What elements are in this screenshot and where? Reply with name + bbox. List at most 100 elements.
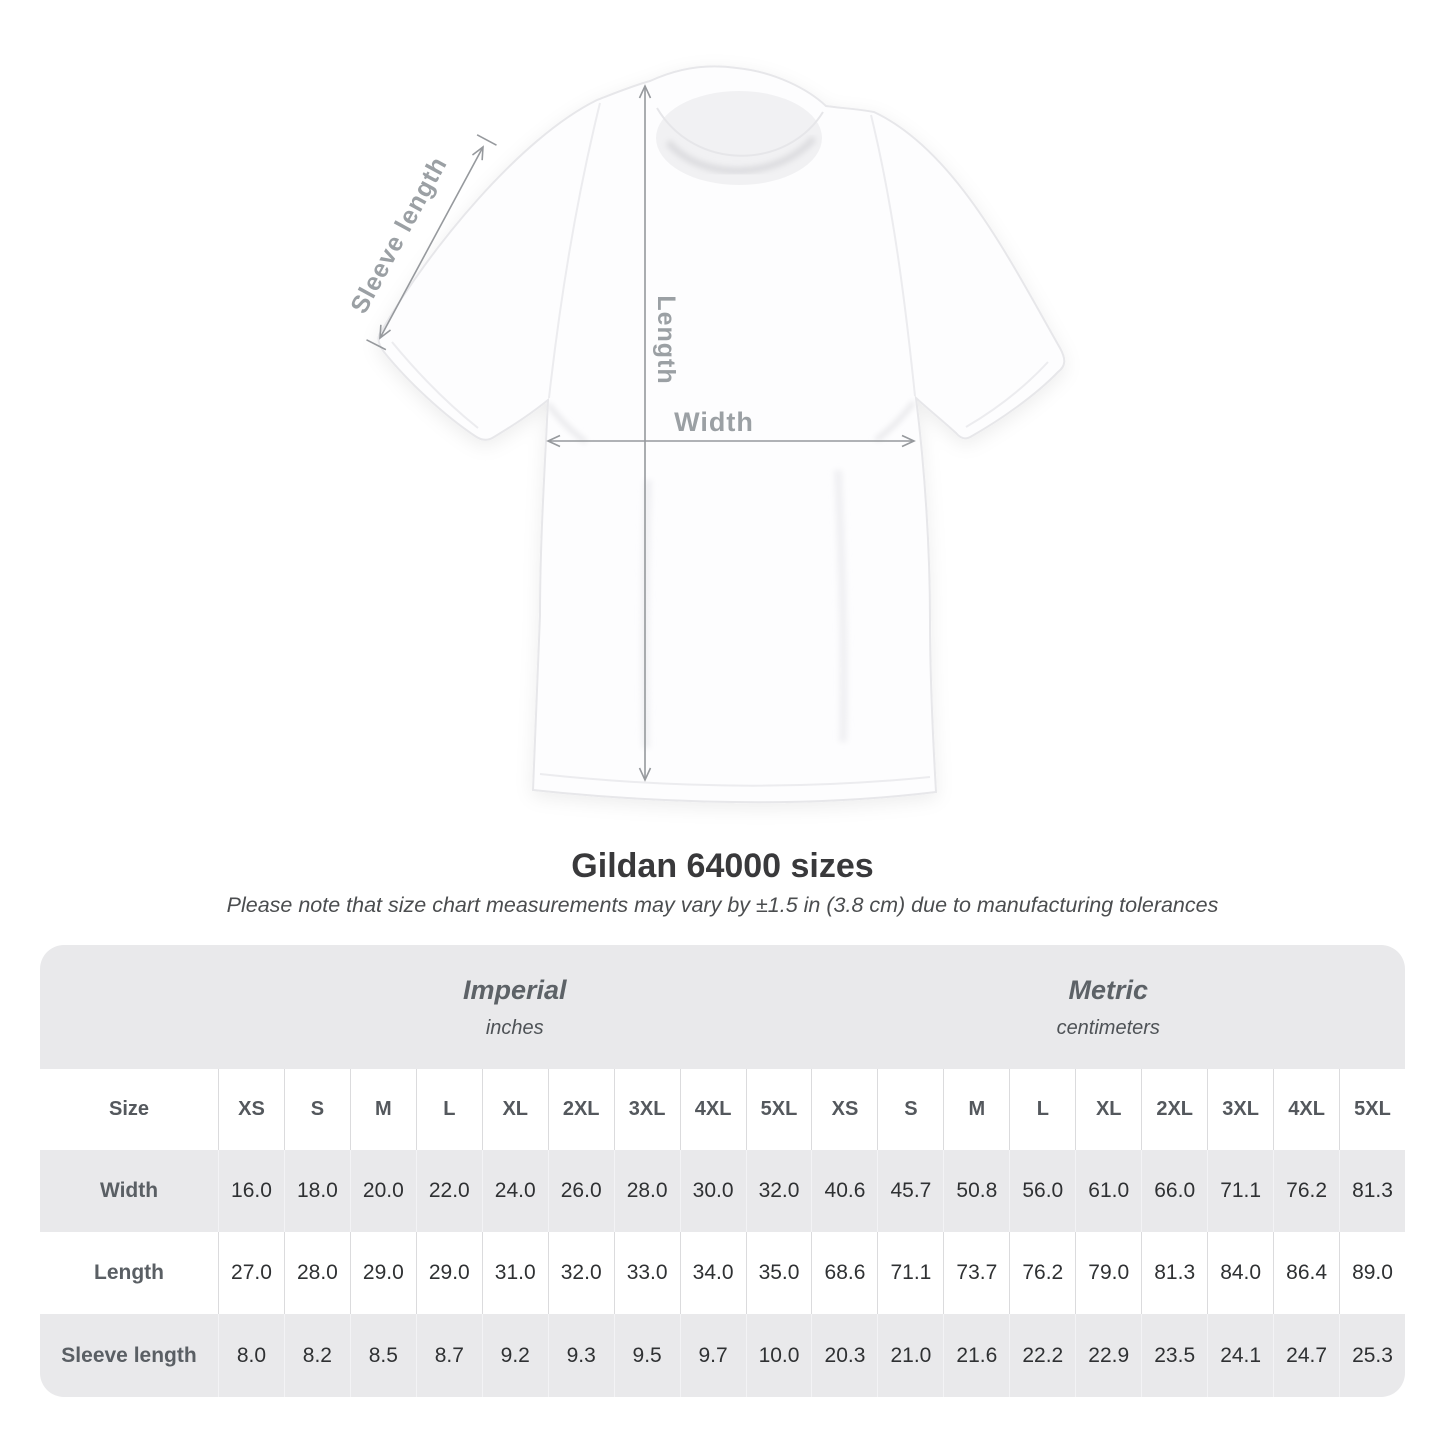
measurement-value: 76.2	[1009, 1232, 1075, 1314]
imperial-title: Imperial	[462, 974, 567, 1005]
measurement-value: 9.7	[679, 1314, 746, 1397]
measurement-value: 24.0	[481, 1150, 548, 1232]
measurement-value: 33.0	[613, 1232, 680, 1314]
size-chart-table: Imperial inches Metric centimeters Size …	[40, 945, 1405, 1397]
size-column-header: L	[415, 1069, 482, 1150]
row-label: Sleeve length	[61, 1343, 197, 1367]
measurement-value: 21.6	[943, 1314, 1009, 1397]
size-column-header: 3XL	[613, 1069, 680, 1150]
measurement-value: 73.7	[943, 1232, 1009, 1314]
tolerance-note: Please note that size chart measurements…	[226, 893, 1219, 917]
size-column-header: 5XL	[745, 1069, 812, 1150]
measurement-value: 56.0	[1009, 1150, 1075, 1232]
measurement-value: 66.0	[1141, 1150, 1207, 1232]
tshirt-measurement-diagram: Sleeve length Length Width	[345, 65, 1066, 804]
measurement-value: 76.2	[1273, 1150, 1339, 1232]
measurement-value: 61.0	[1075, 1150, 1141, 1232]
measurement-value: 34.0	[679, 1232, 746, 1314]
measurement-value: 28.0	[613, 1150, 680, 1232]
size-column-header: L	[1009, 1069, 1075, 1150]
size-column-header: 2XL	[1141, 1069, 1207, 1150]
measurement-value: 22.2	[1009, 1314, 1075, 1397]
size-column-header: 3XL	[1207, 1069, 1273, 1150]
size-column-header: 2XL	[547, 1069, 614, 1150]
measurement-value: 8.5	[349, 1314, 416, 1397]
size-column-header: 5XL	[1339, 1069, 1405, 1150]
measurement-value: 29.0	[415, 1232, 482, 1314]
measurement-value: 89.0	[1339, 1232, 1405, 1314]
tshirt-image	[377, 65, 1066, 804]
measurement-value: 31.0	[481, 1232, 548, 1314]
measurement-value: 81.3	[1339, 1150, 1405, 1232]
sleeve-arrow-end-tick	[366, 339, 387, 351]
measurement-value: 84.0	[1207, 1232, 1273, 1314]
size-column-header: M	[349, 1069, 416, 1150]
measurement-value: 25.3	[1339, 1314, 1405, 1397]
imperial-section-header: Imperial inches	[218, 945, 812, 1069]
measurement-value: 22.0	[415, 1150, 482, 1232]
measurement-value: 24.7	[1273, 1314, 1339, 1397]
measurement-value: 23.5	[1141, 1314, 1207, 1397]
size-column-header: XS	[811, 1069, 877, 1150]
measurement-value: 21.0	[877, 1314, 943, 1397]
measurement-value: 27.0	[218, 1232, 284, 1314]
measurement-value: 18.0	[283, 1150, 350, 1232]
size-column-header: XL	[481, 1069, 548, 1150]
measurement-value: 29.0	[349, 1232, 416, 1314]
measurement-arrows	[366, 84, 916, 782]
size-column-header: XS	[218, 1069, 284, 1150]
measurement-value: 8.7	[415, 1314, 482, 1397]
size-column-header: XL	[1075, 1069, 1141, 1150]
measurement-value: 40.6	[811, 1150, 877, 1232]
metric-title: Metric	[1068, 974, 1149, 1005]
size-column-header: 4XL	[1273, 1069, 1339, 1150]
measurement-value: 71.1	[1207, 1150, 1273, 1232]
measurement-value: 45.7	[877, 1150, 943, 1232]
measurement-value: 9.3	[547, 1314, 614, 1397]
row-label: Width	[99, 1179, 159, 1202]
length-row: Length 27.0 28.0 29.0 29.0 31.0 32.0 33.0 34.0 35…	[40, 1232, 1405, 1314]
page-title: Gildan 64000 sizes	[571, 847, 874, 885]
measurement-value: 20.3	[811, 1314, 877, 1397]
unit-system-header-row: Imperial inches Metric centimeters	[40, 945, 1405, 1069]
measurement-value: 50.8	[943, 1150, 1009, 1232]
measurement-value: 71.1	[877, 1232, 943, 1314]
width-row: Width 16.0 18.0 20.0 22.0 24.0 26.0 28.0 30.0 32.…	[40, 1150, 1405, 1232]
measurement-value: 16.0	[218, 1150, 284, 1232]
measurement-value: 8.0	[218, 1314, 284, 1397]
measurement-value: 68.6	[811, 1232, 877, 1314]
measurement-value: 20.0	[349, 1150, 416, 1232]
size-header-row: Size XS S M L XL 2XL 3XL 4XL 5XL XS S M L XL 2XL 3XL 4XL…	[40, 1069, 1405, 1150]
metric-section-header: Metric centimeters	[812, 945, 1406, 1069]
measurement-value: 79.0	[1075, 1232, 1141, 1314]
measurement-value: 28.0	[283, 1232, 350, 1314]
corner-spacer	[40, 945, 218, 1069]
row-label: Length	[94, 1261, 164, 1284]
size-column-header: M	[943, 1069, 1009, 1150]
size-column-header: S	[877, 1069, 943, 1150]
sleeve-arrow-end-tick	[476, 134, 497, 146]
measurement-value: 35.0	[745, 1232, 812, 1314]
measurement-value: 10.0	[745, 1314, 812, 1397]
measurement-value: 30.0	[679, 1150, 746, 1232]
imperial-unit: inches	[485, 1016, 544, 1039]
metric-unit: centimeters	[1056, 1016, 1160, 1039]
measurement-value: 86.4	[1273, 1232, 1339, 1314]
size-column-title: Size	[108, 1098, 150, 1120]
length-label: Length	[652, 295, 680, 384]
measurement-value: 9.2	[481, 1314, 548, 1397]
measurement-value: 32.0	[547, 1232, 614, 1314]
measurement-value: 26.0	[547, 1150, 614, 1232]
measurement-value: 8.2	[283, 1314, 350, 1397]
measurement-value: 81.3	[1141, 1232, 1207, 1314]
size-column-header: S	[283, 1069, 350, 1150]
sleeve-length-arrow	[379, 145, 484, 340]
measurement-value: 24.1	[1207, 1314, 1273, 1397]
measurement-value: 32.0	[745, 1150, 812, 1232]
width-label: Width	[674, 407, 754, 437]
size-column-header: 4XL	[679, 1069, 746, 1150]
sleeve-length-row: Sleeve length 8.0 8.2 8.5 8.7 9.2 9.3 9.5 9.7 10.…	[40, 1314, 1405, 1397]
measurement-value: 22.9	[1075, 1314, 1141, 1397]
measurement-value: 9.5	[613, 1314, 680, 1397]
